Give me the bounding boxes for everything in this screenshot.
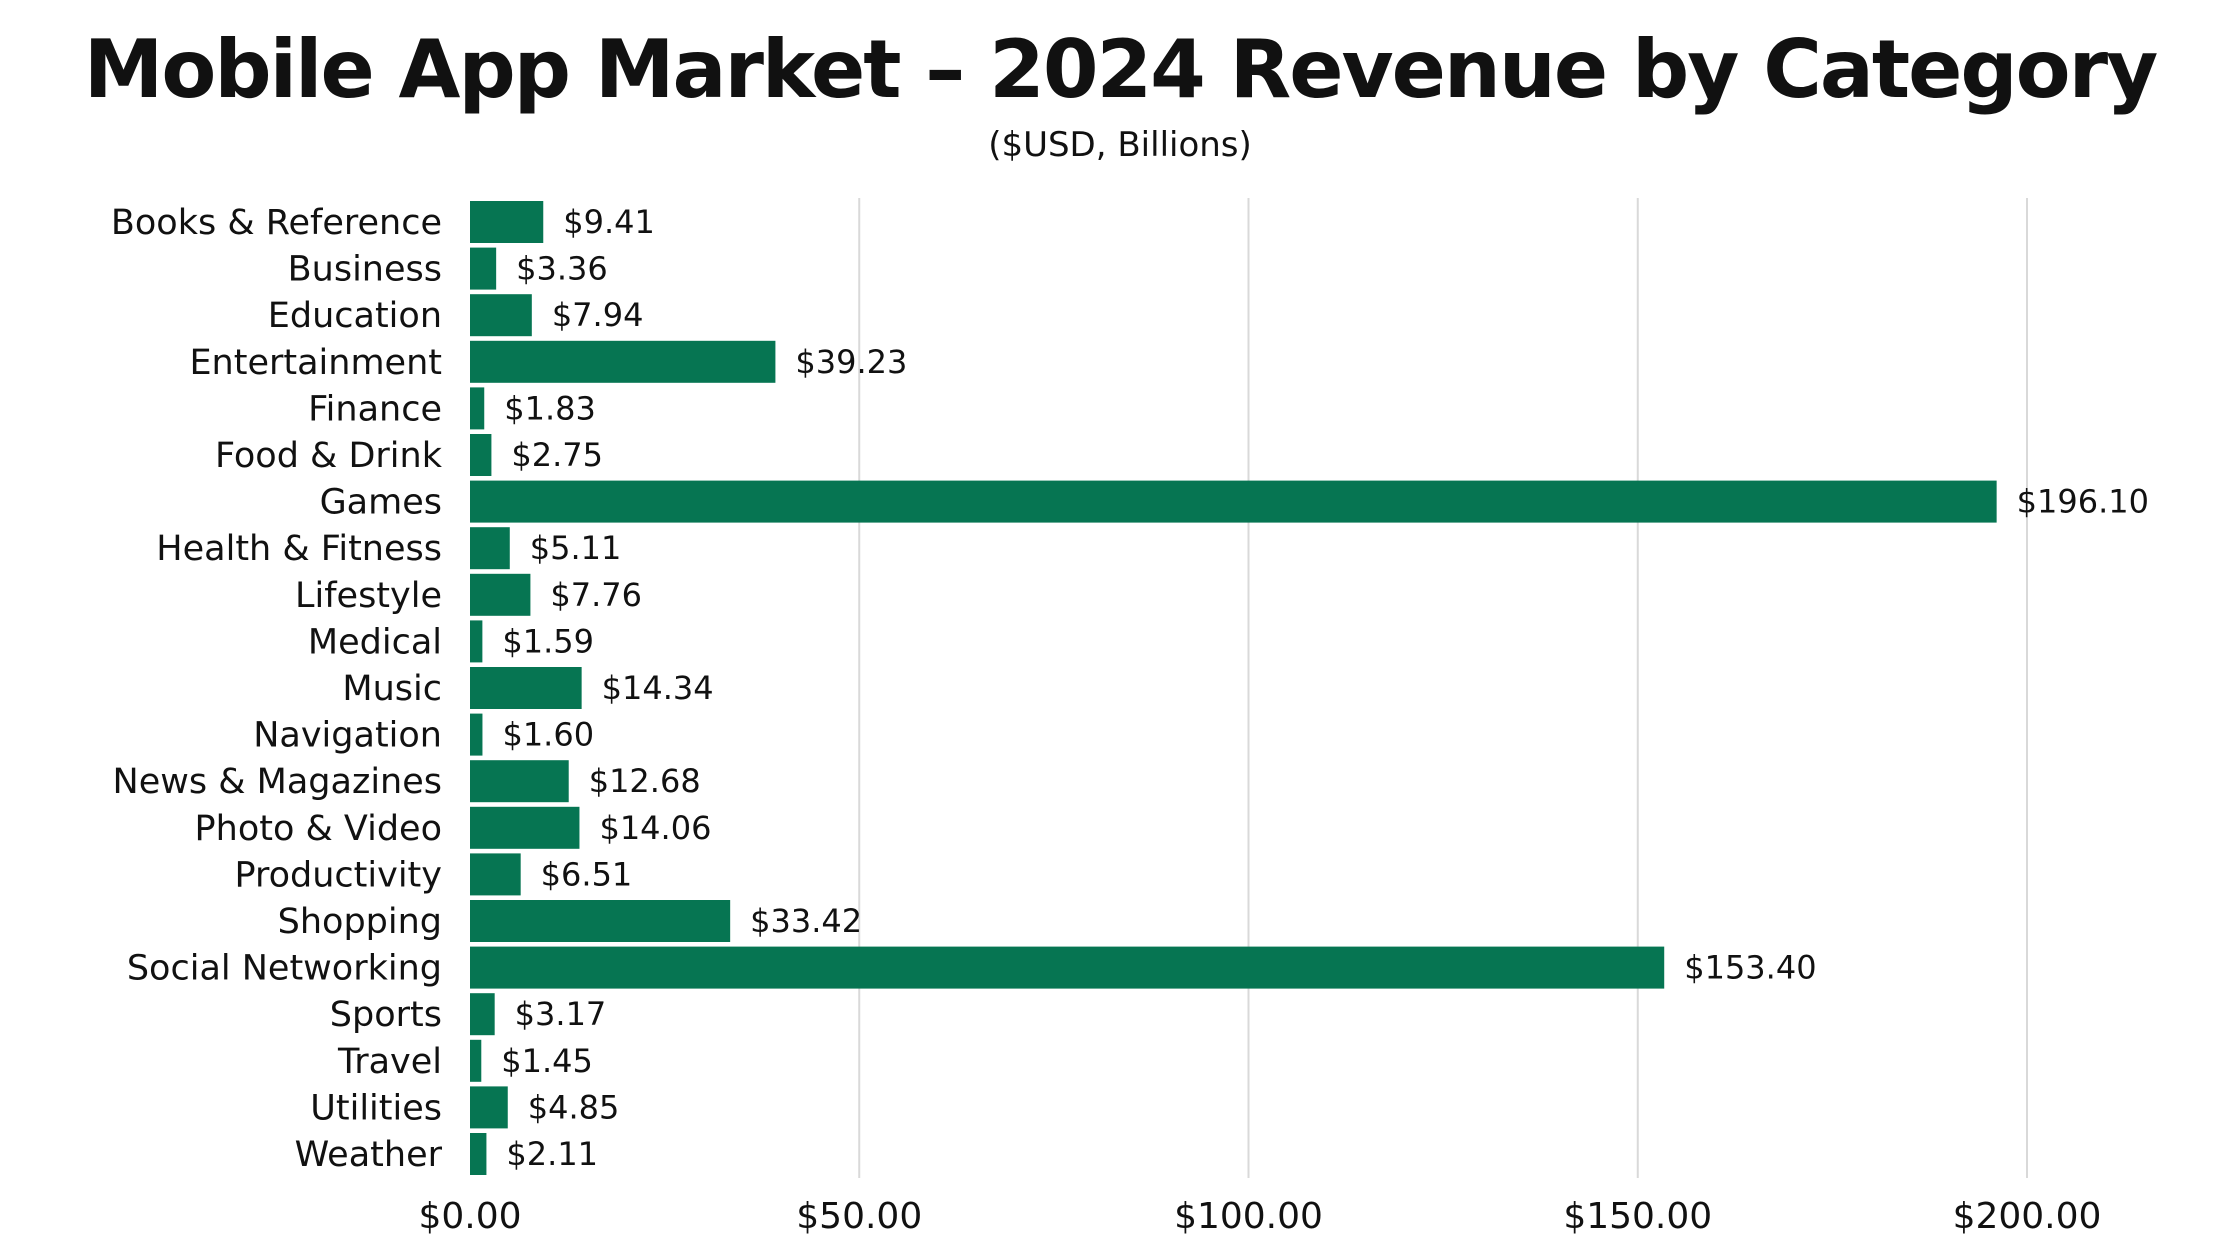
bar [470,434,492,476]
category-label: Utilities [310,1088,442,1128]
bar [470,527,510,570]
value-label: $3.17 [515,995,607,1033]
bar [470,247,497,290]
value-label: $39.23 [795,343,907,381]
category-label: Sports [330,995,442,1035]
category-label: Food & Drink [215,436,443,476]
x-tick-label: $100.00 [1174,1196,1323,1237]
value-label: $153.40 [1684,949,1816,987]
grid-lines [858,198,2028,1178]
bar [470,713,483,756]
value-label: $1.45 [501,1042,593,1080]
x-tick-label: $150.00 [1563,1196,1712,1237]
value-labels: $9.41 $3.36 $7.94 $39.23 $1.83 $2.75 $196.10 $5… [501,203,2149,1173]
category-label: Books & Reference [111,203,442,243]
category-labels: Books & Reference Business Education Entert… [111,203,443,1175]
bar [470,993,495,1036]
bar [470,667,582,709]
category-label: Music [342,669,442,709]
x-tick-label: $200.00 [1953,1196,2102,1237]
category-label: Education [268,296,442,336]
value-label: $2.75 [511,436,603,474]
bars [470,201,1997,1175]
value-label: $2.11 [506,1135,598,1173]
category-label: News & Magazines [113,762,442,802]
bar [470,480,1997,523]
category-label: Lifestyle [295,576,442,616]
value-label: $7.94 [552,296,644,334]
value-label: $3.36 [516,250,608,288]
bar [470,806,580,849]
value-label: $1.59 [502,622,594,660]
category-label: Entertainment [189,343,442,383]
value-label: $196.10 [2017,483,2149,521]
bar [470,900,731,942]
value-label: $9.41 [563,203,655,241]
bar [470,760,569,803]
bar [470,1133,487,1175]
bar [470,620,483,663]
value-label: $1.83 [504,389,596,427]
category-label: Games [320,483,442,523]
value-label: $6.51 [541,855,633,893]
value-label: $12.68 [589,762,701,800]
value-label: $14.06 [599,809,711,847]
bar [470,853,521,896]
bar [470,340,776,383]
bar [470,1086,508,1129]
bar [470,201,544,243]
category-label: Health & Fitness [156,529,442,569]
category-label: Navigation [253,716,442,756]
category-label: Business [288,250,442,290]
chart-subtitle: ($USD, Billions) [988,125,1252,165]
chart-title: Mobile App Market – 2024 Revenue by Cate… [83,23,2158,116]
category-label: Shopping [278,902,442,942]
category-label: Finance [308,389,442,429]
x-tick-label: $0.00 [418,1196,521,1237]
value-label: $1.60 [502,716,594,754]
bar [470,387,485,430]
category-label: Productivity [235,855,443,895]
x-axis-ticks: $0.00 $50.00 $100.00 $150.00 $200.00 [418,1196,2101,1237]
category-label: Social Networking [127,949,442,989]
bar [470,294,532,337]
bar [470,946,1665,989]
category-label: Travel [337,1042,442,1082]
value-label: $4.85 [528,1088,620,1126]
bar [470,1039,482,1082]
value-label: $33.42 [750,902,862,940]
value-label: $7.76 [550,576,642,614]
bar [470,573,531,616]
category-label: Photo & Video [195,809,442,849]
x-tick-label: $50.00 [796,1196,922,1237]
value-label: $5.11 [530,529,622,567]
category-label: Medical [308,622,442,662]
value-label: $14.34 [602,669,714,707]
category-label: Weather [295,1135,443,1175]
